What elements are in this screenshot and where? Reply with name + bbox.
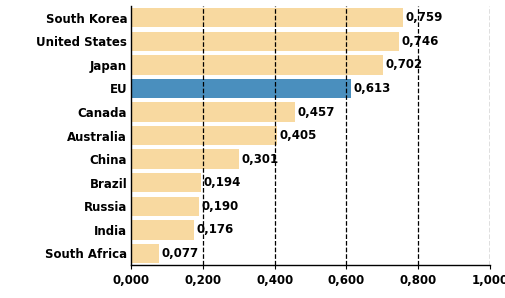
Text: 0,746: 0,746 (401, 35, 439, 48)
Bar (131, 150, 239, 169)
Bar (131, 244, 159, 263)
Text: 0,759: 0,759 (406, 11, 443, 24)
Bar (131, 173, 201, 193)
Bar (131, 126, 277, 145)
Text: 0,077: 0,077 (162, 247, 198, 260)
Text: 0,613: 0,613 (354, 82, 391, 95)
Bar (131, 32, 399, 51)
Bar (131, 220, 194, 240)
Bar (131, 102, 295, 122)
Text: 0,405: 0,405 (279, 129, 317, 142)
Bar (131, 8, 403, 27)
Text: 0,301: 0,301 (242, 153, 279, 166)
Bar (131, 197, 199, 216)
Bar (131, 55, 383, 74)
Bar (131, 79, 351, 98)
Text: 0,702: 0,702 (385, 58, 423, 72)
Text: 0,457: 0,457 (297, 105, 335, 119)
Text: 0,194: 0,194 (204, 176, 241, 189)
Text: 0,190: 0,190 (202, 200, 239, 213)
Text: 0,176: 0,176 (197, 224, 234, 236)
